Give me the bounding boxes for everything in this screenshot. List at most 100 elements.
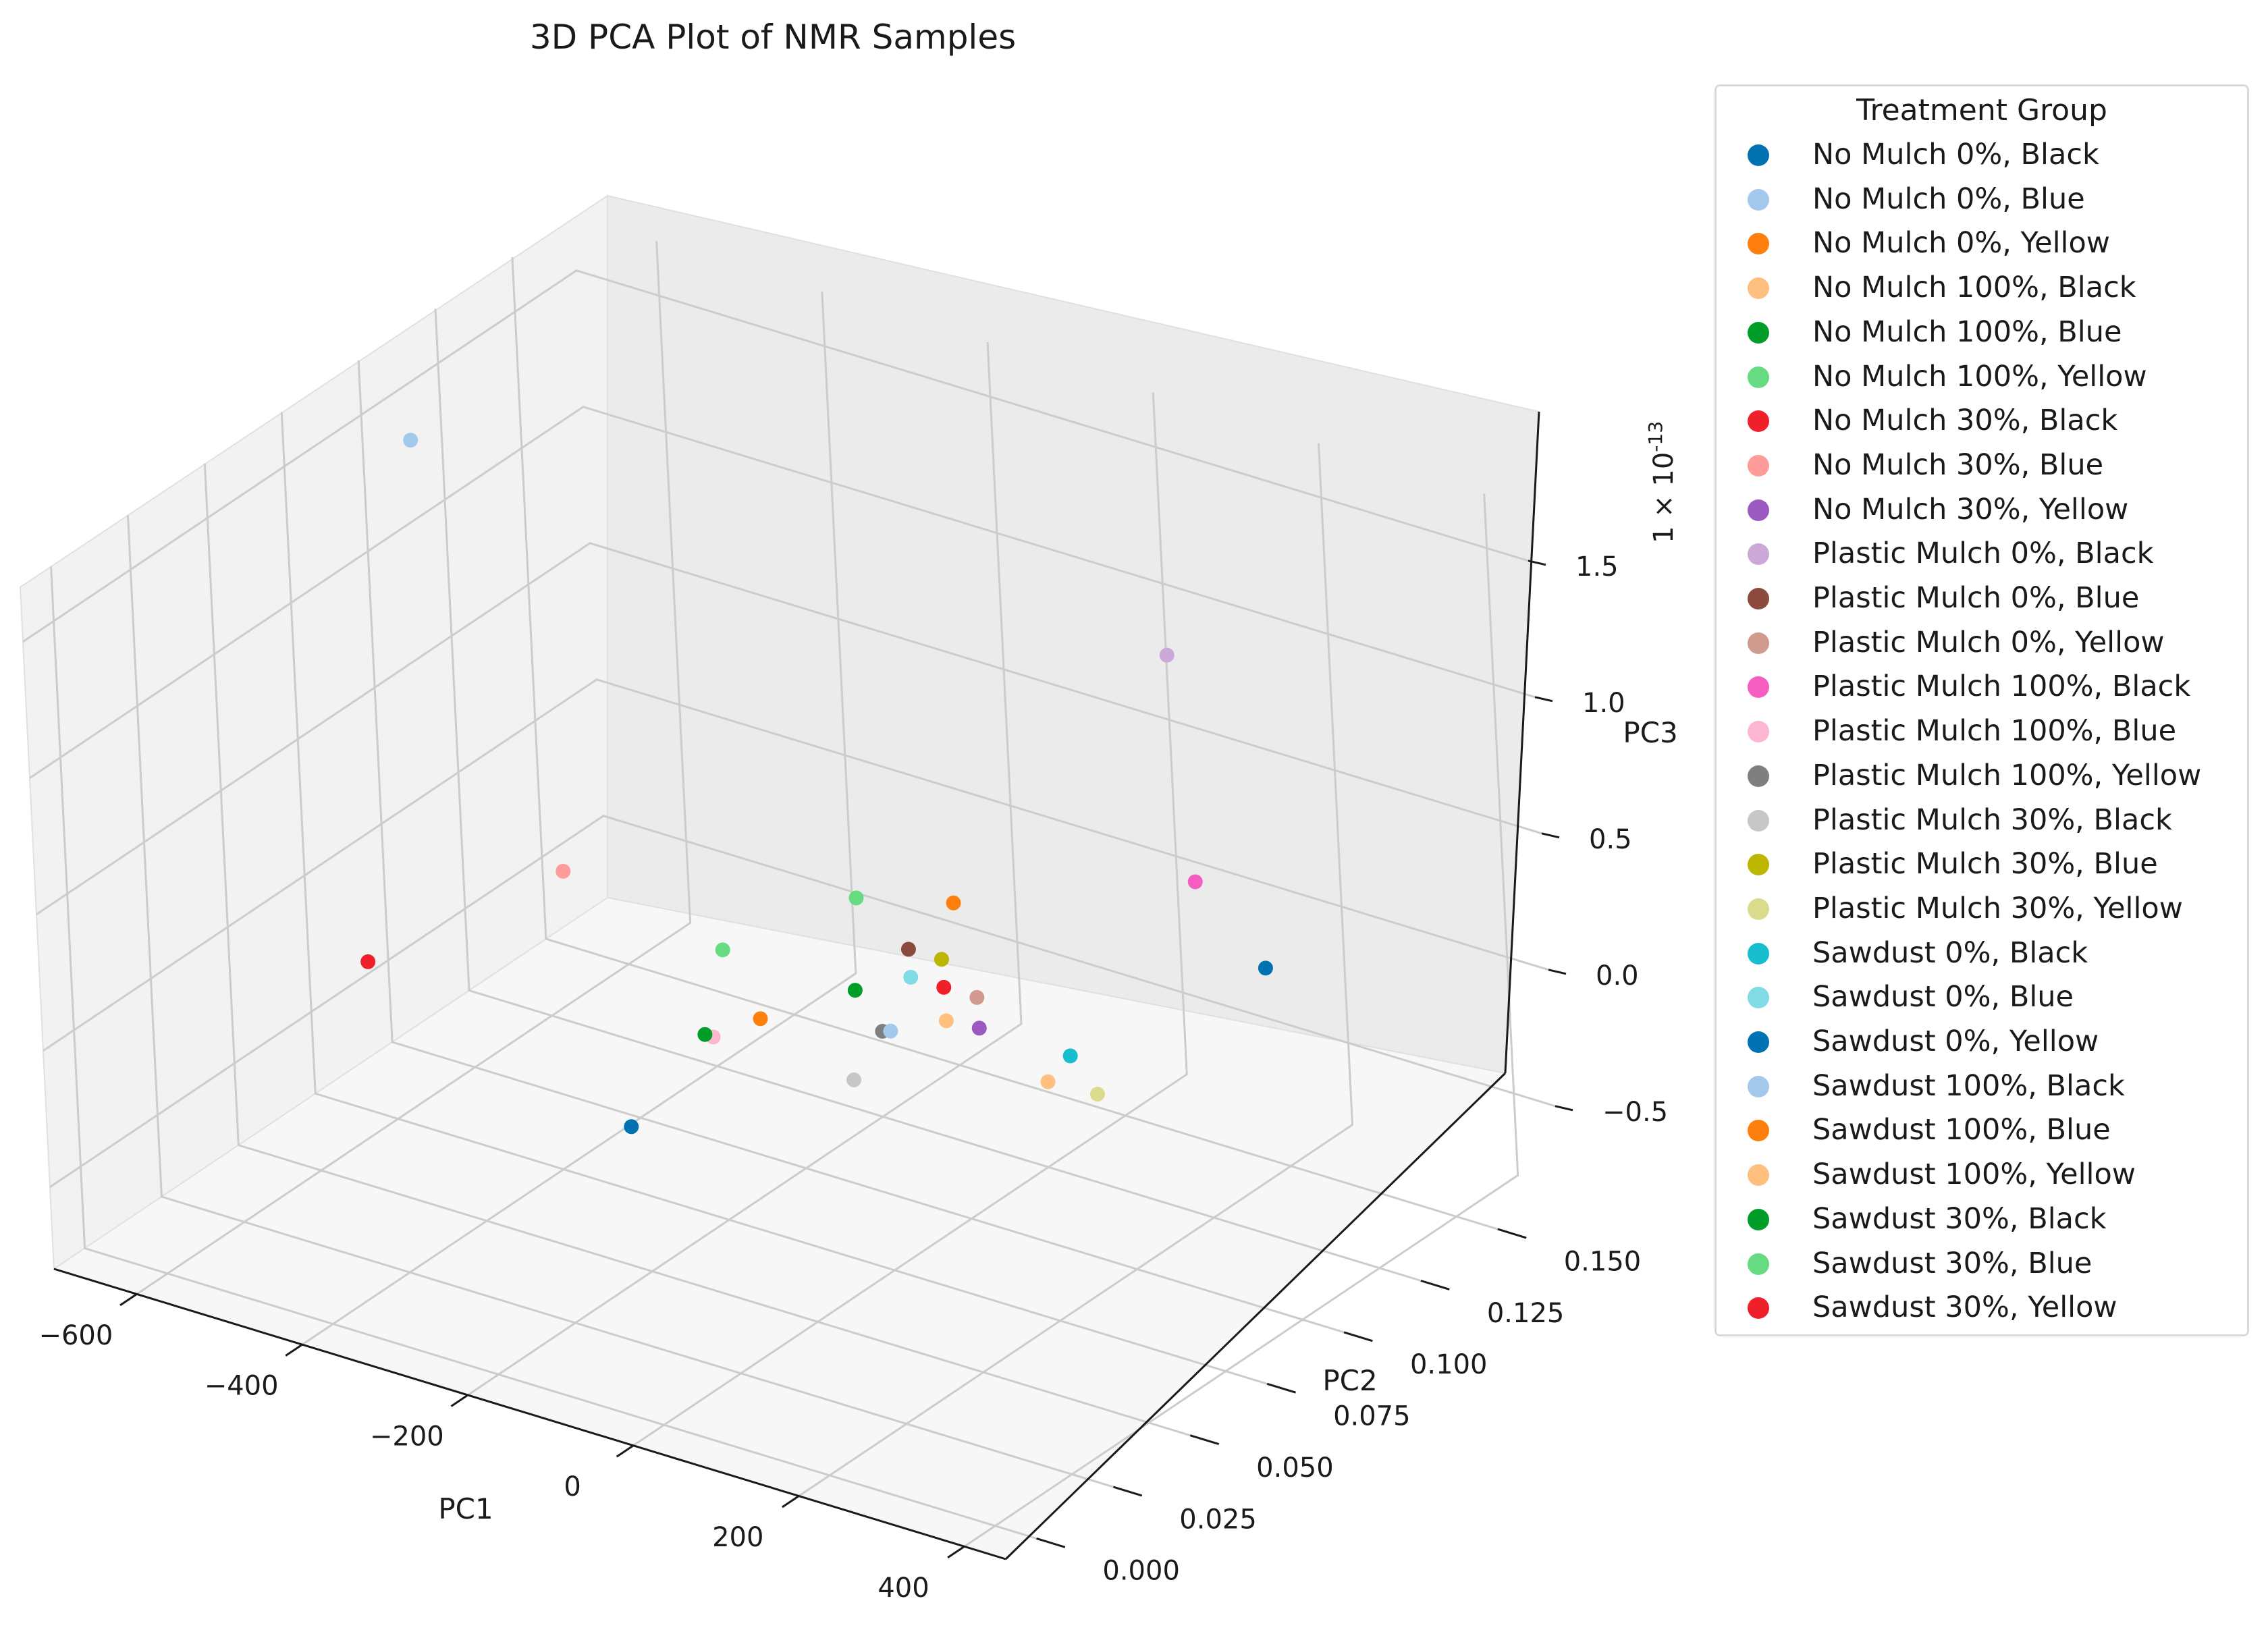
legend-marker: [1748, 588, 1769, 609]
legend-item: Sawdust 100%, Black: [1717, 1065, 2247, 1110]
legend-marker: [1748, 454, 1769, 477]
legend-marker: [1748, 543, 1769, 566]
legend-label: No Mulch 100%, Blue: [1812, 315, 2122, 349]
legend-label: No Mulch 0%, Black: [1812, 138, 2099, 171]
scatter-point: [900, 942, 916, 957]
legend-label: No Mulch 30%, Black: [1812, 404, 2118, 438]
pc3-axis-label: PC3: [1623, 716, 1677, 749]
pc3-gridline: [43, 678, 1549, 1052]
legend-label: Sawdust 30%, Black: [1812, 1201, 2107, 1236]
legend-label: Sawdust 0%, Black: [1812, 935, 2088, 970]
legend-marker: [1748, 898, 1769, 920]
pc2-tick-label: 0.025: [1179, 1504, 1257, 1535]
legend-marker: [1748, 188, 1769, 211]
scatter-point: [934, 952, 949, 967]
pc1-tick-label: 200: [712, 1522, 763, 1553]
legend-marker: [1748, 676, 1769, 699]
legend-item: Plastic Mulch 100%, Black: [1717, 665, 2247, 710]
pc2-tick-label: 0.000: [1102, 1556, 1180, 1587]
legend-item: Plastic Mulch 0%, Blue: [1717, 577, 2247, 622]
legend-item: Sawdust 100%, Blue: [1717, 1109, 2247, 1153]
legend-item: No Mulch 100%, Black: [1717, 267, 2247, 311]
offset-mantissa: 1 × 10: [1648, 452, 1679, 543]
pc3-tick-label: 0.5: [1589, 824, 1632, 855]
pc1-tick-mark: [782, 1495, 800, 1508]
legend-label: Sawdust 30%, Yellow: [1812, 1290, 2117, 1325]
scatter-point: [556, 863, 571, 879]
pc2-tick-mark: [1113, 1486, 1143, 1497]
scatter-point: [1062, 1048, 1078, 1064]
pc2-gridline: [357, 360, 1345, 1334]
pc2-tick-label: 0.075: [1333, 1401, 1411, 1432]
chart-title: 3D PCA Plot of NMR Samples: [530, 18, 1016, 57]
legend-item: No Mulch 100%, Yellow: [1717, 356, 2247, 400]
legend-label: Sawdust 100%, Black: [1812, 1068, 2125, 1103]
legend-item: Plastic Mulch 30%, Yellow: [1717, 888, 2247, 932]
legend-title: Treatment Group: [1856, 93, 2107, 128]
legend-item: Sawdust 0%, Yellow: [1717, 1021, 2247, 1065]
scatter-point: [971, 1021, 987, 1036]
pc2-tick-mark: [1497, 1228, 1527, 1239]
pc3-axis-line: [1504, 411, 1540, 1074]
legend-marker: [1748, 765, 1769, 787]
legend-label: Plastic Mulch 30%, Blue: [1812, 847, 2158, 881]
pc2-tick-label: 0.100: [1410, 1349, 1488, 1380]
legend-marker: [1748, 632, 1769, 654]
scatter-point: [883, 1023, 898, 1039]
legend-marker: [1748, 144, 1769, 166]
legend-marker: [1748, 809, 1769, 832]
pc1-tick-label: 400: [878, 1573, 929, 1604]
pc3-gridline: [29, 406, 1536, 780]
pc1-tick-mark: [450, 1394, 468, 1407]
legend-label: Plastic Mulch 100%, Yellow: [1812, 758, 2202, 792]
legend-label: Plastic Mulch 100%, Blue: [1812, 714, 2177, 749]
pc2-gridline: [511, 257, 1498, 1230]
legend-marker: [1748, 1031, 1769, 1053]
legend-marker: [1748, 1297, 1769, 1320]
scatter-point: [1159, 647, 1174, 663]
legend-item: No Mulch 30%, Black: [1717, 400, 2247, 444]
legend-marker: [1748, 1120, 1769, 1142]
legend-label: Sawdust 30%, Blue: [1812, 1246, 2092, 1280]
pc3-gridline: [36, 542, 1542, 916]
legend-label: Sawdust 100%, Yellow: [1812, 1158, 2136, 1192]
legend-label: No Mulch 100%, Yellow: [1812, 359, 2147, 393]
pc1-tick-mark: [285, 1343, 303, 1357]
scatter-point: [846, 1072, 862, 1088]
legend-marker: [1748, 233, 1769, 255]
legend-label: Plastic Mulch 100%, Black: [1812, 670, 2191, 704]
legend-label: No Mulch 30%, Yellow: [1812, 492, 2129, 526]
pc3-tick-label: 1.5: [1575, 551, 1619, 582]
scatter-point: [624, 1119, 639, 1135]
legend-marker: [1748, 1075, 1769, 1097]
pc2-tick-mark: [1420, 1280, 1450, 1290]
pc1-axis-line: [53, 1268, 1006, 1560]
pc1-tick-label: −600: [38, 1320, 113, 1351]
pc1-tick-label: 0: [564, 1471, 580, 1502]
legend-item: Plastic Mulch 30%, Blue: [1717, 843, 2247, 888]
pc3-tick-mark: [1528, 560, 1546, 566]
legend-marker: [1748, 366, 1769, 388]
legend-label: Plastic Mulch 30%, Yellow: [1812, 891, 2183, 925]
legend-marker: [1748, 854, 1769, 876]
pc3-tick-mark: [1541, 832, 1560, 839]
axis-ticks: −600 −400 −200 0 200 400 0.000 0.025 0.050 0.075 0…: [38, 551, 1668, 1604]
legend-item: Sawdust 0%, Black: [1717, 932, 2247, 977]
legend-marker: [1748, 277, 1769, 300]
legend-item: Plastic Mulch 0%, Black: [1717, 533, 2247, 577]
scatter-point: [360, 954, 376, 969]
legend-label: Sawdust 100%, Blue: [1812, 1113, 2111, 1147]
pc1-tick-mark: [947, 1546, 965, 1559]
scatter-point: [938, 1013, 954, 1029]
legend-item: Plastic Mulch 30%, Black: [1717, 799, 2247, 844]
legend-marker: [1748, 942, 1769, 964]
scatter-point: [697, 1027, 713, 1042]
legend-item: Sawdust 30%, Blue: [1717, 1243, 2247, 1287]
pc2-axis-label: PC2: [1322, 1364, 1377, 1397]
grid-lines: [22, 241, 1556, 1548]
legend-item: Plastic Mulch 0%, Yellow: [1717, 622, 2247, 666]
legend-label: No Mulch 0%, Blue: [1812, 182, 2085, 216]
legend-item: Plastic Mulch 100%, Yellow: [1717, 755, 2247, 799]
legend-item: No Mulch 0%, Yellow: [1717, 222, 2247, 267]
legend-item: Sawdust 30%, Black: [1717, 1198, 2247, 1243]
